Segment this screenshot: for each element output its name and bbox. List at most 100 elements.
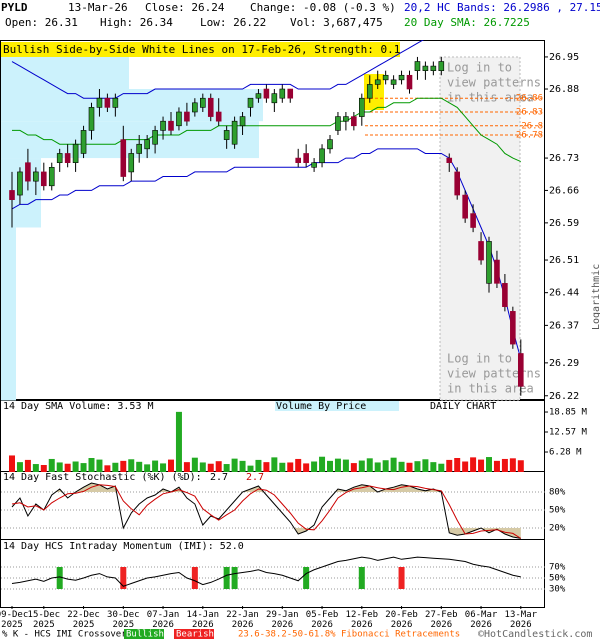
volume-bar [382, 460, 389, 472]
volume-bar [374, 462, 381, 472]
candle-body [255, 93, 262, 99]
volume-bar [271, 457, 278, 472]
volume-bar [295, 458, 302, 472]
x-tick-label: 14-Jan 2026 [187, 610, 220, 630]
scale-note: Logarithmic [591, 264, 600, 330]
volume-bar [366, 458, 373, 472]
x-tick-label: 07-Jan 2026 [147, 610, 180, 630]
y-tick-label: 80% [549, 488, 566, 498]
y-tick-label: 26.29 [549, 358, 579, 369]
copyright: ©HotCandlestick.com [478, 629, 592, 640]
candle-body [406, 74, 413, 90]
candle-body [72, 143, 79, 163]
volume-bar [342, 459, 349, 472]
legend-bullish-bg [124, 629, 164, 639]
volume-bar [104, 465, 111, 472]
volume-bar [334, 458, 341, 472]
high: High: 26.34 [100, 16, 173, 29]
candle-body [239, 116, 246, 127]
volume-bar [144, 464, 151, 472]
candle-body [382, 74, 389, 81]
volume-bar [88, 458, 95, 472]
bullish-signal [303, 567, 310, 589]
vbp-bar [1, 227, 16, 401]
volume-bar [422, 459, 429, 472]
y-tick-label: 18.85 M [549, 408, 588, 418]
open: Open: 26.31 [5, 16, 78, 29]
candle-body [470, 213, 476, 228]
bearish-signal [398, 567, 405, 589]
y-tick-label: 26.73 [549, 153, 579, 164]
bullish-signal [56, 567, 63, 589]
candle-body [271, 93, 278, 104]
candle-body [454, 171, 461, 196]
candle-body [311, 162, 317, 168]
candle-body [335, 116, 341, 131]
imi-title: 14 Day HCS Intraday Momentum (IMI): 52.0 [3, 541, 244, 552]
login-note: Log in to [447, 61, 512, 75]
volume-bar [223, 464, 230, 472]
candle-body [152, 130, 158, 145]
volume-bar [247, 465, 254, 472]
volume-bar [160, 463, 167, 472]
bands-info: 20,2 HC Bands: 26.2986 , 27.1533 [404, 1, 600, 14]
candle-body [25, 162, 31, 182]
candle-body [247, 97, 254, 108]
y-tick-label: 50% [549, 506, 566, 516]
candle-body [263, 88, 270, 99]
candle-body [104, 97, 111, 108]
legend-bearish: Bearish [176, 630, 214, 640]
volume-bar [414, 461, 421, 472]
candle-body [200, 97, 206, 108]
candle-body [128, 153, 135, 173]
legend-bullish: Bullish [126, 630, 164, 640]
candle-body [192, 102, 198, 113]
y-tick-label: 26.59 [549, 218, 579, 229]
volume-bar [350, 463, 357, 472]
candle-body [486, 241, 492, 284]
volume-bar [96, 459, 103, 472]
x-tick-label: 05-Feb 2026 [306, 610, 339, 630]
low: Low: 26.22 [200, 16, 266, 29]
candle-body [80, 130, 87, 154]
pattern-lock-area [439, 56, 521, 401]
volume-bar [56, 462, 63, 472]
stochastic-title: 14 Day Fast Stochastic (%K) (%D): [3, 472, 202, 483]
volume-bar [358, 460, 365, 472]
bearish-signal [191, 567, 198, 589]
volume-bar [319, 456, 326, 472]
volume-bar [120, 460, 127, 472]
volume-bar [112, 462, 119, 472]
candle-body [494, 259, 500, 284]
volume-bar [128, 459, 135, 472]
candle-body [160, 120, 166, 131]
change: Change: -0.08 (-0.3 %) [250, 1, 396, 14]
candle-body [366, 84, 373, 99]
candle-body [438, 61, 445, 71]
volume-bar [64, 463, 71, 472]
volume-bar [478, 459, 485, 472]
indicator-line [11, 484, 522, 539]
volume-bar [406, 462, 413, 472]
candle-body [478, 241, 484, 261]
close: Close: 26.24 [145, 1, 225, 14]
x-tick-label: 30-Dec 2025 [107, 610, 140, 630]
plot: 26.22 26.29 26.37 26.44 26.51 26.59 26.66 26.73… [0, 40, 588, 630]
x-tick-label: 13-Mar 2026 [505, 610, 538, 630]
y-tick-label: 30% [549, 585, 566, 595]
volume-bar [327, 460, 333, 472]
volume-bar [303, 463, 310, 472]
x-tick-label: 22-Jan 2026 [226, 610, 259, 630]
candle-body [343, 116, 349, 122]
overlay-line [11, 148, 522, 359]
volume-bar [446, 459, 453, 472]
fib-label: 26.8 [521, 121, 543, 131]
pattern-label: Bullish Side-by-Side White Lines on 17-F… [3, 43, 400, 56]
volume-bar [175, 411, 182, 472]
x-tick-label: 29-Jan 2026 [266, 610, 299, 630]
imi-frame [0, 539, 545, 608]
candle-body [398, 74, 405, 81]
volume: Vol: 3,687,475 [290, 16, 383, 29]
